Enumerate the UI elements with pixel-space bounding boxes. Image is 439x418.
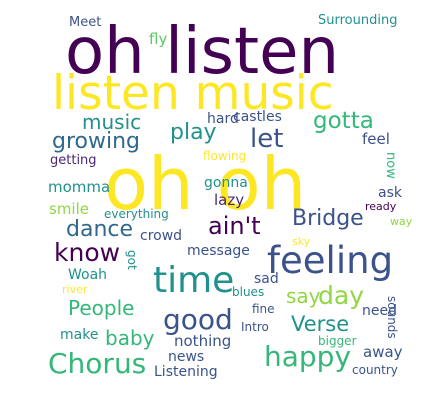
word-feel: feel [362, 130, 390, 148]
word-way: way [390, 215, 413, 228]
word-make: make [60, 327, 99, 343]
word-now: now [383, 152, 398, 179]
word-country: country [352, 363, 398, 377]
word-time: time [153, 260, 235, 301]
word-feeling: feeling [267, 239, 394, 282]
word-people: People [68, 296, 135, 320]
word-oh-oh: oh oh [104, 142, 307, 226]
word-castles: castles [233, 109, 282, 125]
word-smile: smile [49, 200, 89, 218]
word-music: music [82, 110, 142, 134]
word-dance: dance [66, 217, 134, 242]
word-day: day [318, 281, 364, 310]
word-ask: ask [378, 185, 402, 201]
word-gotta: gotta [313, 108, 374, 134]
word-fly: fly [149, 30, 168, 48]
word-aint: ain't [208, 212, 261, 240]
word-verse: Verse [291, 312, 350, 336]
word-news: news [168, 349, 205, 365]
word-chorus: Chorus [48, 347, 147, 380]
word-momma: momma [48, 178, 111, 196]
word-intro: Intro [241, 320, 269, 334]
word-sky: sky [292, 235, 311, 248]
word-woah: Woah [68, 267, 108, 283]
word-flowing: flowing [203, 149, 247, 163]
word-happy: happy [264, 340, 352, 373]
word-hard: hard [207, 111, 239, 127]
word-crowd: crowd [140, 228, 183, 244]
word-good: good [163, 303, 233, 336]
word-lazy: lazy [214, 191, 245, 209]
word-let: let [250, 124, 284, 154]
word-fine: fine [252, 302, 275, 316]
word-meet: Meet [69, 15, 102, 30]
word-gonna: gonna [204, 175, 248, 191]
word-bridge: Bridge [292, 206, 364, 231]
word-away: away [363, 343, 403, 361]
word-growing: growing [52, 129, 140, 154]
word-message: message [187, 243, 250, 259]
word-listening: Listening [154, 364, 218, 380]
word-know: know [54, 238, 121, 267]
word-sounds: sounds [385, 296, 399, 339]
word-bigger: bigger [318, 334, 357, 348]
word-nothing: nothing [174, 332, 232, 350]
word-need: need [362, 303, 397, 319]
word-everything: everything [104, 207, 169, 221]
word-sad: sad [254, 271, 279, 287]
word-baby: baby [105, 326, 155, 350]
word-river: river [62, 283, 88, 296]
word-ready: ready [365, 200, 397, 213]
word-say: say [286, 284, 321, 308]
word-oh-listen: oh listen [65, 15, 339, 89]
word-listen-music: listen music [52, 66, 334, 121]
word-play: play [170, 120, 217, 145]
word-blues: blues [232, 285, 265, 299]
word-surrounding: Surrounding [318, 13, 398, 28]
word-got: got [125, 250, 139, 270]
word-getting: getting [50, 153, 97, 168]
